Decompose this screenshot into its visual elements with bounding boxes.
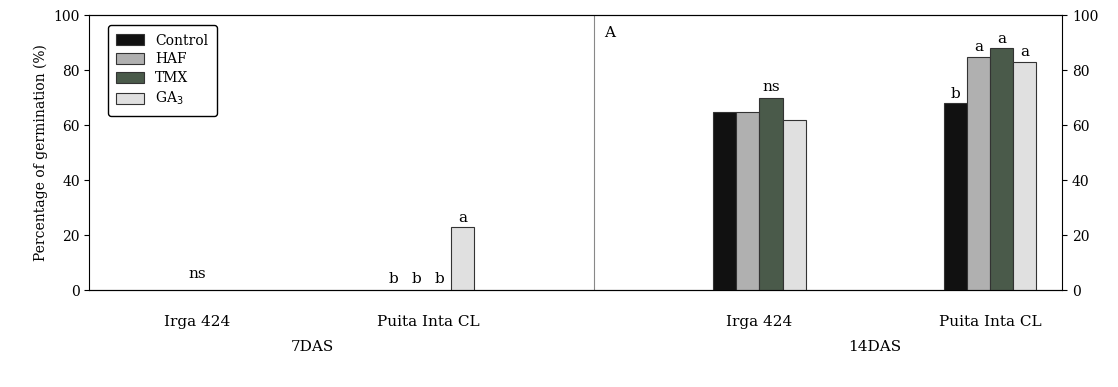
Bar — [737, 111, 759, 290]
Text: ns: ns — [189, 267, 207, 281]
Text: b: b — [389, 272, 398, 286]
Text: b: b — [411, 272, 421, 286]
Y-axis label: Percentage of germination (%): Percentage of germination (%) — [34, 45, 48, 261]
Text: Puita Inta CL: Puita Inta CL — [939, 315, 1041, 329]
Text: a: a — [1020, 45, 1030, 60]
Text: a: a — [974, 40, 983, 54]
Legend: Control, HAF, TMX, GA$_3$: Control, HAF, TMX, GA$_3$ — [108, 25, 217, 116]
Bar — [713, 111, 737, 290]
Text: Puita Inta CL: Puita Inta CL — [377, 315, 480, 329]
Bar — [944, 103, 967, 290]
Text: a: a — [997, 32, 1006, 46]
Bar — [759, 98, 783, 290]
Text: 14DAS: 14DAS — [849, 340, 901, 354]
Text: b: b — [950, 87, 960, 101]
Text: Irga 424: Irga 424 — [164, 315, 230, 329]
Text: b: b — [435, 272, 445, 286]
Bar — [1013, 62, 1036, 290]
Text: a: a — [458, 211, 467, 225]
Bar — [452, 227, 474, 290]
Text: ns: ns — [762, 80, 780, 94]
Bar — [991, 48, 1013, 290]
Bar — [783, 120, 806, 290]
Bar — [967, 57, 991, 290]
Text: A: A — [604, 26, 615, 41]
Text: Irga 424: Irga 424 — [727, 315, 793, 329]
Text: 7DAS: 7DAS — [291, 340, 334, 354]
